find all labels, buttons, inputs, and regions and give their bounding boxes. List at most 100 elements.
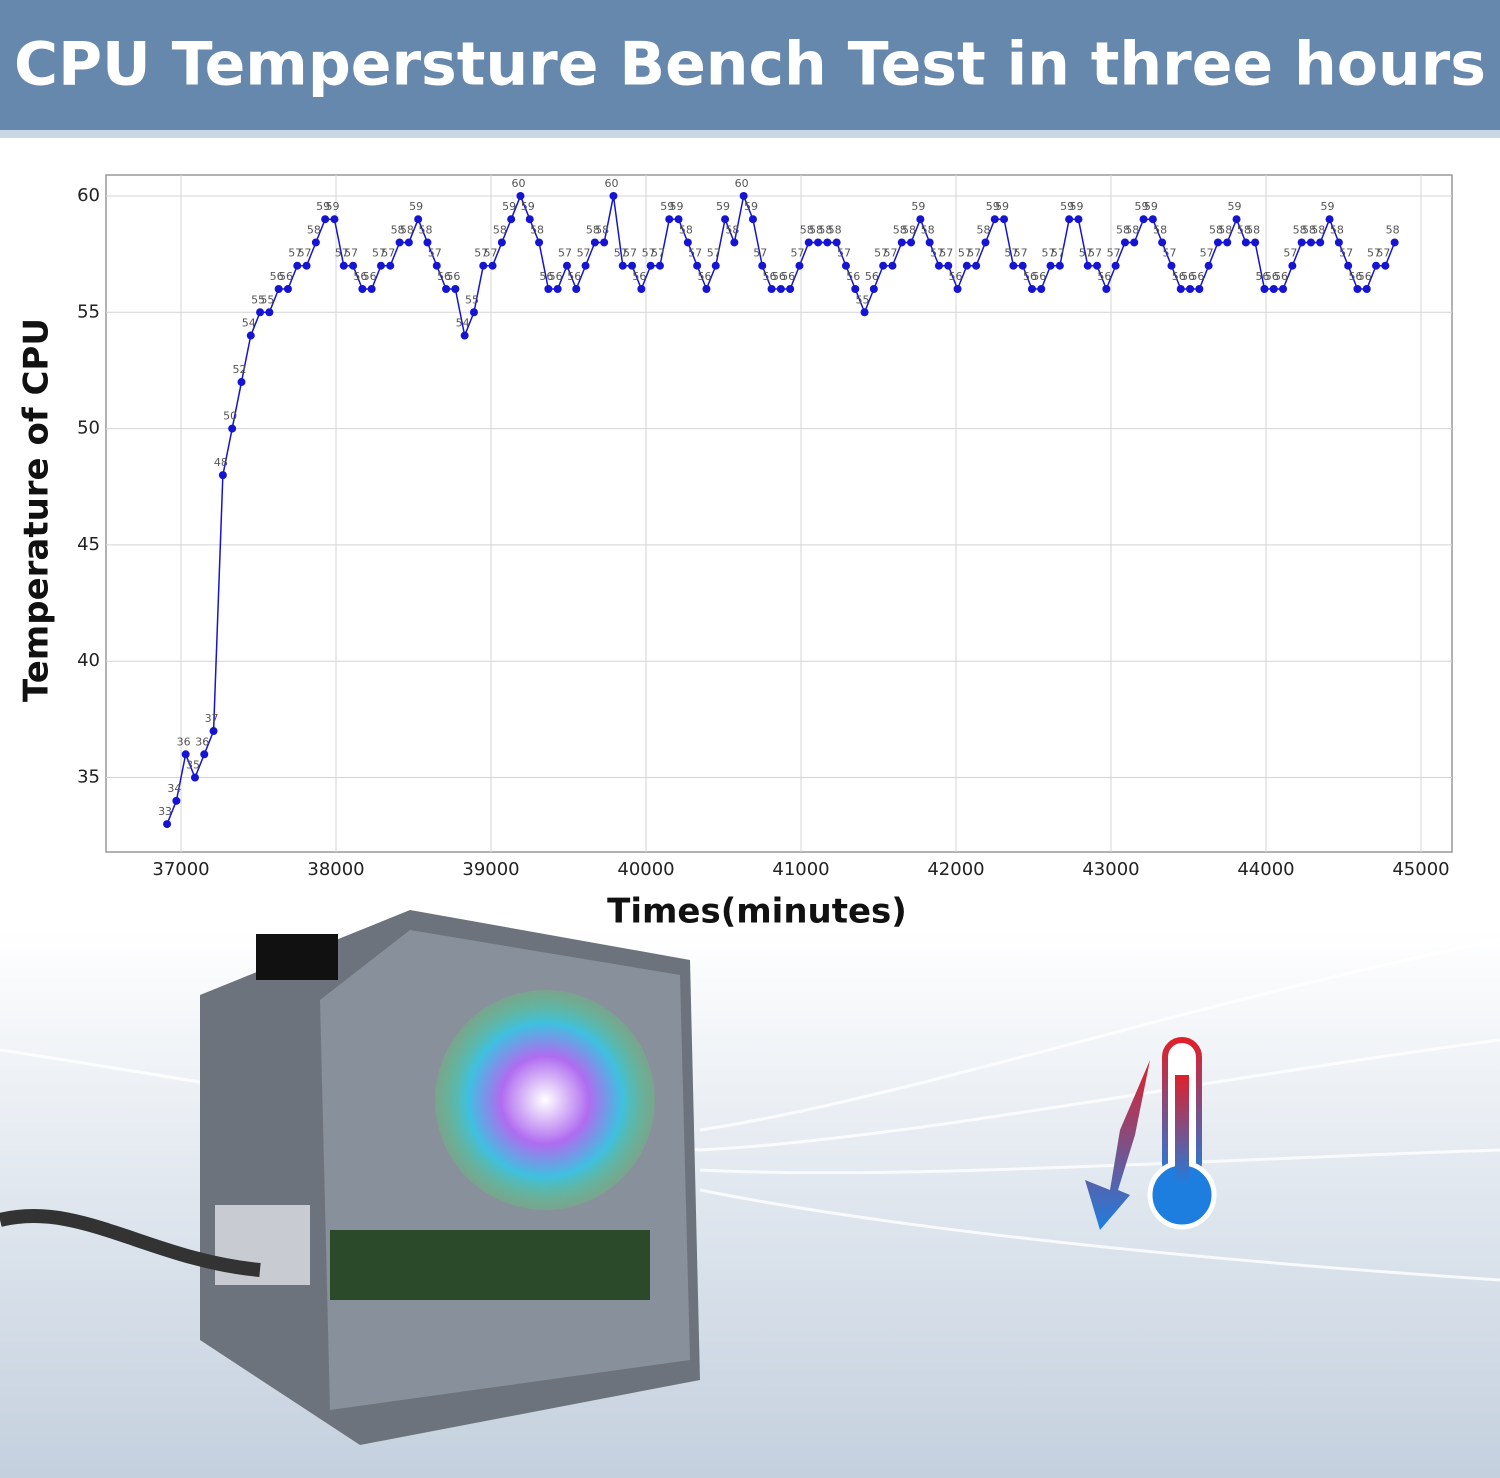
- data-point: [507, 215, 516, 224]
- data-point: [962, 261, 971, 270]
- data-point: [1000, 215, 1009, 224]
- data-point: [1102, 284, 1111, 293]
- data-label: 59: [1144, 200, 1158, 213]
- data-label: 59: [1135, 200, 1149, 213]
- data-label: 57: [288, 247, 302, 260]
- data-point: [748, 215, 757, 224]
- data-point: [395, 238, 404, 247]
- data-point: [795, 261, 804, 270]
- data-label: 55: [856, 293, 870, 306]
- data-point: [525, 215, 534, 224]
- data-label: 57: [958, 247, 972, 260]
- data-point: [841, 261, 850, 270]
- data-label: 57: [558, 247, 572, 260]
- x-tick-label: 41000: [772, 859, 829, 880]
- data-point: [925, 238, 934, 247]
- data-point: [302, 261, 311, 270]
- thermometer-level: [1175, 1075, 1189, 1185]
- data-label: 56: [1358, 270, 1372, 283]
- data-point: [665, 215, 674, 224]
- data-point: [1009, 261, 1018, 270]
- data-point: [990, 215, 999, 224]
- data-point: [1176, 284, 1185, 293]
- data-label: 58: [1218, 223, 1232, 236]
- data-point: [609, 191, 618, 200]
- data-label: 58: [902, 223, 916, 236]
- data-point: [349, 261, 358, 270]
- data-point: [628, 261, 637, 270]
- data-point: [1093, 261, 1102, 270]
- data-point: [1167, 261, 1176, 270]
- data-point: [711, 261, 720, 270]
- data-label: 57: [651, 247, 665, 260]
- data-point: [414, 215, 423, 224]
- data-label: 54: [456, 317, 470, 330]
- data-point: [776, 284, 785, 293]
- data-label: 59: [521, 200, 535, 213]
- data-label: 56: [1032, 270, 1046, 283]
- data-point: [1148, 215, 1157, 224]
- data-label: 57: [623, 247, 637, 260]
- data-point: [432, 261, 441, 270]
- oled-screen: [256, 934, 338, 980]
- data-label: 57: [1014, 247, 1028, 260]
- data-point: [460, 331, 469, 340]
- data-point: [1083, 261, 1092, 270]
- data-label: 54: [242, 317, 256, 330]
- data-point: [1334, 238, 1343, 247]
- data-label: 58: [595, 223, 609, 236]
- data-label: 58: [418, 223, 432, 236]
- data-label: 58: [1293, 223, 1307, 236]
- data-label: 60: [735, 177, 749, 190]
- data-label: 37: [205, 712, 219, 725]
- data-point: [1139, 215, 1148, 224]
- data-point: [814, 238, 823, 247]
- data-label: 56: [865, 270, 879, 283]
- data-point: [1037, 284, 1046, 293]
- thermometer-icon: [1085, 1037, 1217, 1230]
- y-tick-label: 35: [77, 767, 100, 788]
- data-label: 56: [353, 270, 367, 283]
- data-point: [386, 261, 395, 270]
- data-point: [1251, 238, 1260, 247]
- data-point: [1362, 284, 1371, 293]
- data-point: [730, 238, 739, 247]
- data-label: 56: [1348, 270, 1362, 283]
- data-point: [934, 261, 943, 270]
- data-point: [981, 238, 990, 247]
- data-label: 56: [1255, 270, 1269, 283]
- data-label: 57: [1376, 247, 1390, 260]
- data-point: [1213, 238, 1222, 247]
- data-label: 57: [967, 247, 981, 260]
- data-point: [367, 284, 376, 293]
- data-label: 56: [772, 270, 786, 283]
- data-label: 58: [921, 223, 935, 236]
- data-point: [860, 308, 869, 317]
- data-point: [739, 191, 748, 200]
- data-label: 57: [790, 247, 804, 260]
- data-label: 34: [167, 782, 181, 795]
- data-label: 58: [1209, 223, 1223, 236]
- data-point: [516, 191, 525, 200]
- data-label: 59: [716, 200, 730, 213]
- data-label: 59: [1060, 200, 1074, 213]
- data-point: [404, 238, 413, 247]
- data-point: [246, 331, 255, 340]
- data-point: [1158, 238, 1167, 247]
- data-point: [497, 238, 506, 247]
- data-label: 58: [391, 223, 405, 236]
- data-point: [1381, 261, 1390, 270]
- data-label: 58: [1311, 223, 1325, 236]
- data-point: [1241, 238, 1250, 247]
- data-label: 59: [1321, 200, 1335, 213]
- data-point: [376, 261, 385, 270]
- data-label: 57: [837, 247, 851, 260]
- data-point: [758, 261, 767, 270]
- data-label: 33: [158, 805, 172, 818]
- data-point: [562, 261, 571, 270]
- data-label: 56: [549, 270, 563, 283]
- data-point: [339, 261, 348, 270]
- data-point: [256, 308, 265, 317]
- data-label: 57: [1088, 247, 1102, 260]
